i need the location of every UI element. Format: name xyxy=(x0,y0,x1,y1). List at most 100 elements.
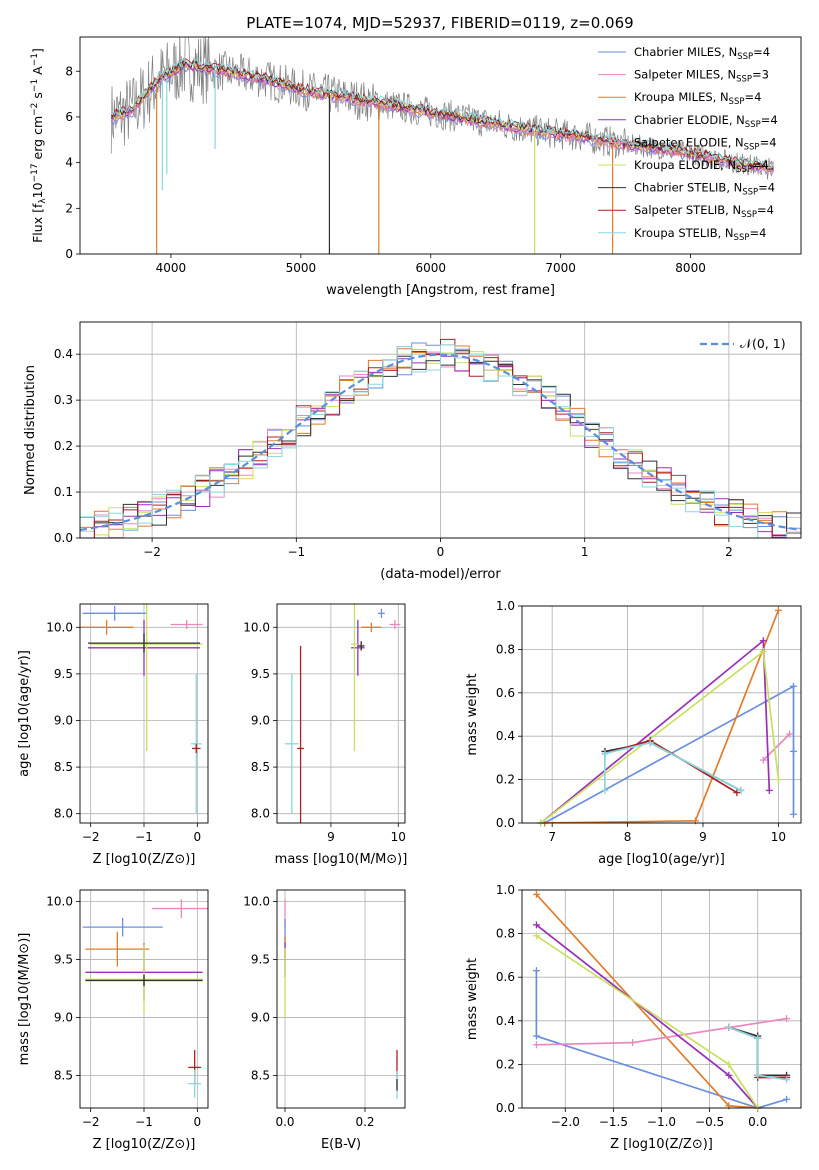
x-tick-label: −1 xyxy=(135,830,153,844)
weight-marker xyxy=(759,648,767,656)
errorbar-point xyxy=(90,604,203,752)
figure-title: PLATE=1074, MJD=52937, FIBERID=0119, z=0… xyxy=(246,14,633,32)
x-tick-label: 7000 xyxy=(545,261,576,275)
weight-marker xyxy=(789,747,797,755)
model-spectrum-salpeter-elodie xyxy=(111,60,774,173)
y-tick-label: 9.0 xyxy=(54,1011,73,1025)
y-tick-label: 0.0 xyxy=(496,1101,515,1115)
weight-marker xyxy=(783,1015,791,1023)
x-tick-label: 5000 xyxy=(286,261,317,275)
x-tick-label: −1 xyxy=(287,545,305,559)
plot-frame-residuals xyxy=(79,321,802,539)
weight-marker xyxy=(629,1039,637,1047)
legend-entry: 𝒩(0, 1) xyxy=(740,336,786,351)
x-tick-label: −1.0 xyxy=(647,1115,676,1129)
errorbar-point xyxy=(85,974,203,987)
weight-marker xyxy=(532,967,540,975)
weight-marker xyxy=(783,1095,791,1103)
weight-marker xyxy=(532,1032,540,1040)
weight-marker xyxy=(725,1071,733,1079)
legend: Chabrier MILES, NSSP=4 Salpeter MILES, NS… xyxy=(598,45,778,243)
y-tick-label: 0.6 xyxy=(496,686,515,700)
x-tick-label: 0 xyxy=(437,545,445,559)
axes-mass_vs_Z: −2 −1 0 8.5 9.0 9.5 10.0 xyxy=(46,890,208,1129)
x-tick-label: 1 xyxy=(581,545,589,559)
weight-marker xyxy=(774,776,782,784)
x-axis-label: Z [log10(Z/Z⊙)] xyxy=(610,1137,713,1152)
weight-marker xyxy=(759,637,767,645)
errorbar-point xyxy=(357,641,365,651)
y-tick-label: 9.5 xyxy=(251,667,270,681)
x-tick-label: 0 xyxy=(194,830,202,844)
x-tick-label: −0.5 xyxy=(695,1115,724,1129)
y-tick-label: 9.0 xyxy=(251,713,270,727)
x-tick-label: 8000 xyxy=(675,261,706,275)
weight-marker xyxy=(789,682,797,690)
weight-marker xyxy=(789,810,797,818)
x-axis-label: mass [log10(M/M⊙)] xyxy=(275,852,408,867)
y-axis-label: age [log10(age/yr)] xyxy=(17,650,32,777)
y-tick-label: 9.5 xyxy=(251,953,270,967)
y-tick-label: 8 xyxy=(65,64,73,78)
y-axis-label: mass weight xyxy=(465,673,480,755)
x-tick-label: −2 xyxy=(82,1115,100,1129)
plot-frame-spectrum xyxy=(79,36,802,255)
errorbar-point xyxy=(361,622,382,632)
axes-weight_vs_age: 7 8 9 10 0.0 0.2 0.4 0.6 0.8 1.0 xyxy=(496,599,801,844)
weight-marker xyxy=(754,1034,762,1042)
y-tick-label: 10.0 xyxy=(46,620,73,634)
y-tick-label: 10.0 xyxy=(46,895,73,909)
y-axis-label: Flux [fλ10−17 erg cm−2 s−1 A−1] xyxy=(30,48,48,243)
x-axis-label: (data-model)/error xyxy=(380,567,501,582)
plot-frame-mass_vs_EBV xyxy=(276,889,406,1109)
x-tick-label: 0 xyxy=(194,1115,202,1129)
x-tick-label: −2 xyxy=(143,545,161,559)
model-spectrum-kroupa-stelib xyxy=(110,58,774,169)
y-tick-label: 6 xyxy=(65,110,73,124)
y-tick-label: 8.5 xyxy=(251,1069,270,1083)
y-tick-label: 0.2 xyxy=(496,1057,515,1071)
errorbar-point xyxy=(389,619,401,630)
x-tick-label: 0.0 xyxy=(748,1115,767,1129)
x-tick-label: 7 xyxy=(548,830,556,844)
y-tick-label: 0.3 xyxy=(54,393,73,407)
y-tick-label: 8.0 xyxy=(251,807,270,821)
y-axis-label: Normed distribution xyxy=(23,365,38,495)
errorbar-point xyxy=(351,619,365,676)
legend-entry: Salpeter MILES, NSSP=3 xyxy=(634,68,769,85)
legend-entry: Salpeter STELIB, NSSP=4 xyxy=(634,203,774,220)
y-tick-label: 1.0 xyxy=(496,599,515,613)
y-tick-label: 0.4 xyxy=(54,347,73,361)
y-tick-label: 9.0 xyxy=(251,1011,270,1025)
x-tick-label: 10 xyxy=(771,830,786,844)
legend-entry: Salpeter ELODIE, NSSP=4 xyxy=(634,135,777,152)
weight-marker xyxy=(532,921,540,929)
plot-frame-age_vs_mass xyxy=(276,603,406,824)
weight-marker xyxy=(532,932,540,940)
errorbar-point xyxy=(82,917,163,937)
y-tick-label: 8.0 xyxy=(54,807,73,821)
weight-marker xyxy=(532,890,540,898)
errorbar-point xyxy=(85,931,150,967)
weight-marker xyxy=(786,730,794,738)
legend-entry: Chabrier STELIB, NSSP=4 xyxy=(634,181,775,198)
y-tick-label: 0.2 xyxy=(54,439,73,453)
y-tick-label: 0.0 xyxy=(54,531,73,545)
errorbar-point xyxy=(378,608,385,618)
plot-frame-weight_vs_age xyxy=(521,605,802,824)
weight-marker xyxy=(759,756,767,764)
y-tick-label: 9.0 xyxy=(54,713,73,727)
errorbar-point xyxy=(80,619,134,635)
errorbar-point xyxy=(297,645,304,823)
weight-marker xyxy=(725,1023,733,1031)
axes-age_vs_mass: 9 10 8.0 8.5 9.0 9.5 10.0 xyxy=(243,604,406,844)
legend-entry: Chabrier MILES, NSSP=4 xyxy=(634,45,770,62)
x-tick-label: −1 xyxy=(135,1115,153,1129)
y-tick-label: 0.2 xyxy=(496,773,515,787)
x-axis-label: E(B-V) xyxy=(321,1137,361,1152)
x-tick-label: 10 xyxy=(391,830,406,844)
y-tick-label: 4 xyxy=(65,156,73,170)
weight-line-chabrier-miles xyxy=(544,684,795,823)
axes-weight_vs_Z: −2.0 −1.5 −1.0 −0.5 0.0 0.0 0.2 0.4 0.6 0.8 1.0 xyxy=(496,883,801,1129)
